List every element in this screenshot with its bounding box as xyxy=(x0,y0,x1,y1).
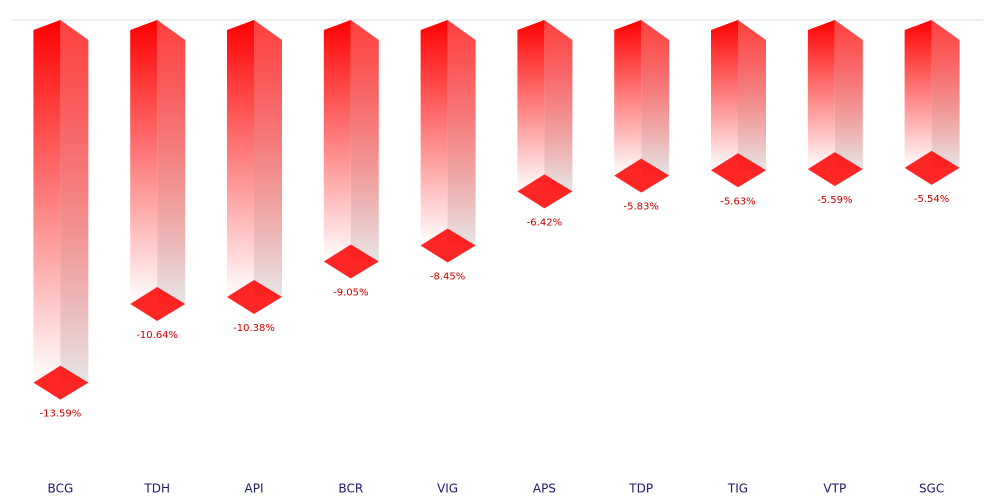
bar-front xyxy=(711,20,738,171)
bar-side xyxy=(641,20,670,176)
bar-side xyxy=(738,20,766,171)
bar xyxy=(420,20,476,263)
bar-side xyxy=(447,20,476,246)
value-label: -5.83% xyxy=(624,202,659,213)
value-label: -10.64% xyxy=(136,330,178,341)
bar xyxy=(227,20,282,315)
bar-bottom xyxy=(904,150,960,185)
bar xyxy=(323,20,379,279)
x-tick-label: VTP xyxy=(823,482,846,496)
bar-bottom xyxy=(227,280,282,315)
x-tick-label: BCR xyxy=(338,482,363,496)
bar-bottom xyxy=(130,286,186,321)
value-label: -8.45% xyxy=(430,272,465,283)
bar-front xyxy=(807,20,835,170)
bar-bottom xyxy=(33,365,89,400)
bar-front xyxy=(227,20,254,298)
x-tick-label: BCG xyxy=(48,482,74,496)
bar xyxy=(517,20,573,209)
bar-side xyxy=(931,20,960,168)
bar-front xyxy=(130,20,158,304)
x-tick-label: APS xyxy=(533,482,556,496)
bar-side xyxy=(544,20,573,192)
value-label: -5.54% xyxy=(914,194,949,205)
bar-side xyxy=(834,20,863,170)
x-tick-label: API xyxy=(245,482,264,496)
value-label: -9.05% xyxy=(333,288,368,299)
value-label: -6.42% xyxy=(527,217,562,228)
bar-front xyxy=(517,20,545,192)
bar-bottom xyxy=(807,152,863,187)
bar xyxy=(130,20,186,321)
value-label: -13.59% xyxy=(40,409,82,420)
bar-bottom xyxy=(323,244,379,279)
bar-front xyxy=(420,20,448,246)
bar-side xyxy=(350,20,379,262)
bar-side xyxy=(60,20,89,383)
bar-side xyxy=(157,20,186,304)
bar xyxy=(711,20,766,188)
x-tick-label: SGC xyxy=(919,482,944,496)
value-label: -10.38% xyxy=(233,323,275,334)
bar xyxy=(904,20,960,185)
x-tick-label: TDH xyxy=(143,482,170,496)
value-label: -5.59% xyxy=(817,195,852,206)
bar-front xyxy=(323,20,351,262)
value-label: -5.63% xyxy=(720,196,755,207)
bar xyxy=(807,20,863,187)
bar xyxy=(33,20,89,400)
bar-side xyxy=(254,20,282,298)
bar xyxy=(614,20,670,193)
bar-front xyxy=(33,20,61,383)
bar-bottom xyxy=(420,228,476,263)
x-tick-label: TIG xyxy=(727,482,748,496)
x-tick-label: VIG xyxy=(437,482,458,496)
bar-bottom xyxy=(614,158,670,193)
bar-front xyxy=(614,20,642,176)
bar-bottom xyxy=(517,174,573,209)
x-tick-label: TDP xyxy=(628,482,653,496)
bar-bottom xyxy=(711,153,766,188)
bar-front xyxy=(904,20,932,168)
